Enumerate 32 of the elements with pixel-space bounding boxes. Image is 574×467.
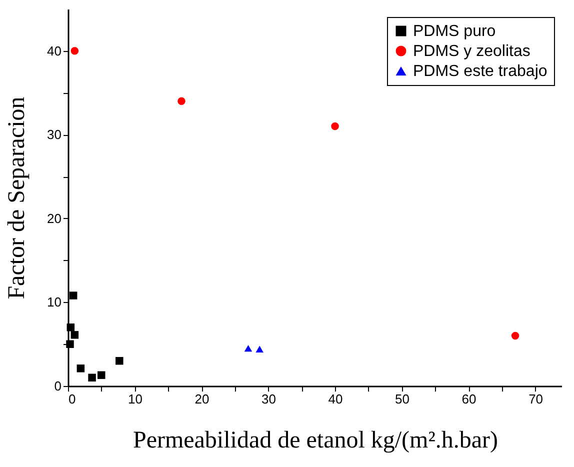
x-tick-label: 70 — [528, 392, 544, 406]
y-axis-title: Factor de Separacion — [4, 96, 30, 300]
x-axis-title: Permeabilidad de etanol kg/(m².h.bar) — [132, 428, 498, 454]
point — [244, 344, 252, 352]
point — [70, 331, 79, 339]
legend-label: PDMS este trabajo — [413, 63, 548, 80]
x-tick-label: 10 — [128, 392, 142, 406]
point — [70, 47, 79, 55]
y-tick-label: 20 — [47, 210, 62, 226]
point — [178, 97, 186, 106]
point — [69, 292, 78, 300]
point — [511, 332, 520, 340]
point — [331, 122, 339, 130]
y-tick-label: 10 — [47, 294, 62, 310]
point — [66, 340, 74, 348]
point — [88, 374, 96, 382]
legend-label: PDMS y zeolitas — [413, 43, 530, 60]
y-tick-label: 30 — [47, 127, 62, 142]
x-tick-label: 40 — [328, 392, 343, 406]
x-tick-label: 30 — [262, 392, 276, 406]
x-tick-label: 20 — [194, 392, 210, 406]
point — [116, 356, 124, 365]
legend-label: PDMS puro — [413, 23, 496, 40]
x-tick-label: 60 — [462, 392, 476, 406]
x-tick-label: 0 — [68, 392, 76, 406]
x-tick-label: 50 — [395, 392, 410, 406]
point — [256, 346, 264, 352]
point — [98, 371, 106, 379]
y-tick-label: 40 — [47, 43, 62, 58]
y-tick-label: 0 — [54, 378, 62, 394]
point — [76, 364, 85, 372]
point — [66, 323, 75, 332]
